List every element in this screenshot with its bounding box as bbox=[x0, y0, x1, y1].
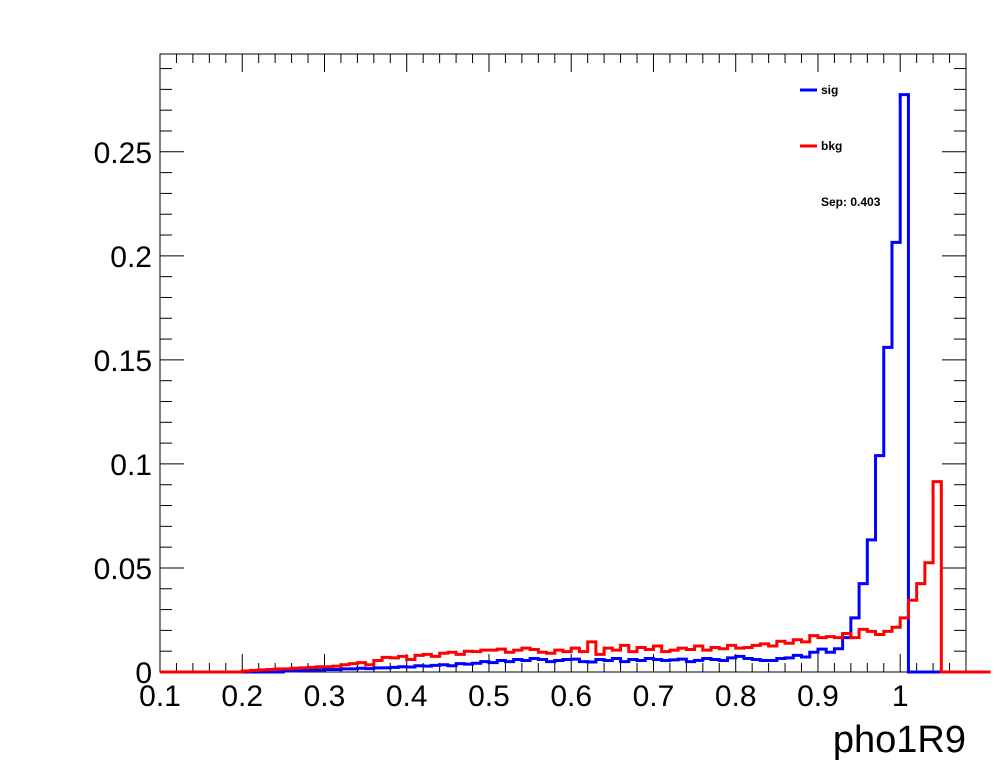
y-tick-label: 0.25 bbox=[94, 137, 152, 170]
separation-annotation: Sep: 0.403 bbox=[821, 195, 881, 209]
x-tick-label: 0.6 bbox=[550, 680, 592, 713]
x-tick-label: 0.4 bbox=[386, 680, 428, 713]
y-tick-label: 0 bbox=[135, 657, 152, 690]
series-sig-line bbox=[160, 93, 966, 674]
series-bkg-line bbox=[160, 480, 991, 674]
y-tick-label: 0.2 bbox=[110, 241, 152, 274]
y-tick-label: 0.05 bbox=[94, 553, 152, 586]
x-tick-label: 0.3 bbox=[304, 680, 346, 713]
y-tick-labels: 0 0.05 0.1 0.15 0.2 0.25 bbox=[94, 137, 152, 690]
y-tick-label: 0.1 bbox=[110, 449, 152, 482]
x-tick-label: 0.2 bbox=[221, 680, 263, 713]
x-tick-label: 0.1 bbox=[139, 680, 181, 713]
legend-label-bkg: bkg bbox=[821, 139, 842, 153]
plot-frame bbox=[159, 53, 967, 673]
histogram-series bbox=[160, 93, 991, 674]
x-tick-label: 0.8 bbox=[715, 680, 757, 713]
x-tick-label: 1 bbox=[892, 680, 909, 713]
x-tick-label: 0.7 bbox=[633, 680, 675, 713]
legend-label-sig: sig bbox=[821, 83, 838, 97]
x-tick-labels: 0.1 0.2 0.3 0.4 0.5 0.6 0.7 0.8 0.9 1 bbox=[139, 680, 908, 713]
x-axis-title: pho1R9 bbox=[833, 719, 966, 761]
x-tick-label: 0.9 bbox=[797, 680, 839, 713]
axis-ticks bbox=[159, 54, 967, 673]
legend: sig bkg Sep: 0.403 bbox=[800, 83, 881, 209]
x-tick-label: 0.5 bbox=[468, 680, 510, 713]
y-tick-label: 0.15 bbox=[94, 345, 152, 378]
